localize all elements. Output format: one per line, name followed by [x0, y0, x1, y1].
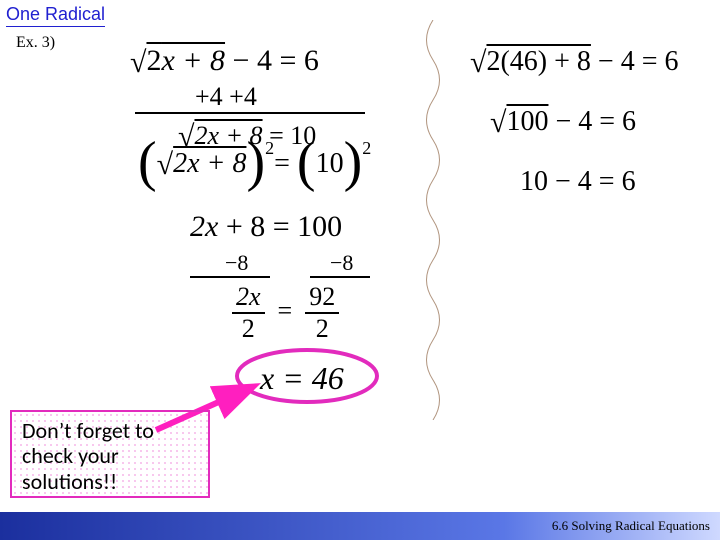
- note-box: Don’t forget to check your solutions!!: [10, 410, 210, 498]
- check-line-3: 10 − 4 = 6: [520, 166, 636, 198]
- footer-text: 6.6 Solving Radical Equations: [552, 518, 710, 534]
- rule-under-add4: [135, 112, 365, 114]
- wavy-divider: [418, 20, 448, 420]
- work-fraction: 2x2 = 922: [232, 282, 339, 344]
- page-title: One Radical: [6, 4, 105, 27]
- rule-under-minus8-left: [190, 276, 270, 278]
- work-line-1: √2x + 8 − 4 = 6: [130, 44, 319, 80]
- example-label: Ex. 3): [16, 34, 55, 52]
- work-line-2: +4 +4: [195, 82, 257, 112]
- work-line-4: 2x + 8 = 100: [190, 210, 342, 244]
- note-text: Don’t forget to check your solutions!!: [22, 417, 154, 495]
- work-line-5b: −8: [330, 250, 353, 276]
- work-line-3-squared: (√2x + 8)2= (10)2: [138, 138, 371, 182]
- check-line-2: √100 − 4 = 6: [490, 106, 636, 140]
- rule-under-minus8-right: [310, 276, 370, 278]
- work-line-5a: −8: [225, 250, 248, 276]
- check-line-1: √2(46) + 8 − 4 = 6: [470, 46, 679, 80]
